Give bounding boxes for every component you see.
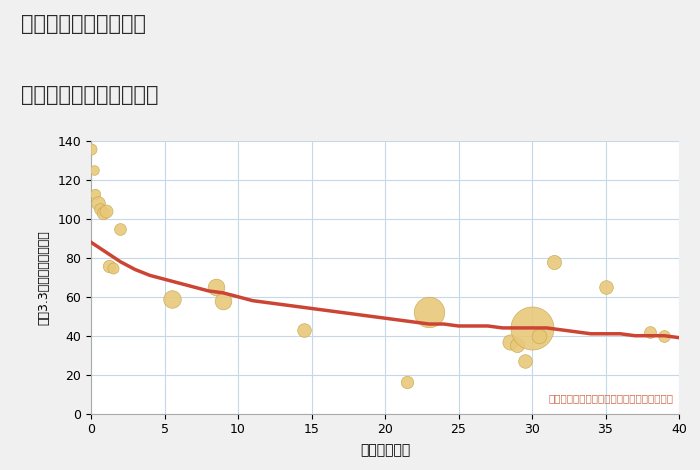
- Point: [644, 328, 655, 336]
- Text: 築年数別中古戸建て価格: 築年数別中古戸建て価格: [21, 85, 158, 105]
- Point: [402, 379, 413, 386]
- Point: [549, 258, 560, 266]
- Point: [659, 332, 670, 339]
- Point: [526, 324, 538, 332]
- Point: [210, 283, 221, 291]
- Point: [298, 326, 309, 334]
- Point: [519, 357, 531, 365]
- Text: 円の大きさは、取引のあった物件面積を示す: 円の大きさは、取引のあった物件面積を示す: [548, 393, 673, 403]
- Point: [90, 190, 101, 197]
- Point: [92, 200, 104, 207]
- Point: [100, 207, 111, 215]
- Point: [600, 283, 611, 291]
- Point: [88, 166, 99, 174]
- Point: [85, 145, 97, 153]
- Point: [167, 295, 178, 303]
- Point: [504, 338, 515, 345]
- Point: [108, 264, 119, 271]
- Point: [218, 297, 229, 305]
- Point: [94, 205, 106, 213]
- Point: [103, 262, 114, 269]
- Point: [534, 332, 545, 339]
- Point: [97, 209, 108, 217]
- Point: [115, 225, 126, 232]
- Point: [424, 309, 435, 316]
- Point: [512, 342, 523, 349]
- Y-axis label: 坪（3.3㎡）単価（万円）: 坪（3.3㎡）単価（万円）: [38, 230, 50, 325]
- X-axis label: 築年数（年）: 築年数（年）: [360, 443, 410, 457]
- Text: 愛知県豊橋市大国町の: 愛知県豊橋市大国町の: [21, 14, 146, 34]
